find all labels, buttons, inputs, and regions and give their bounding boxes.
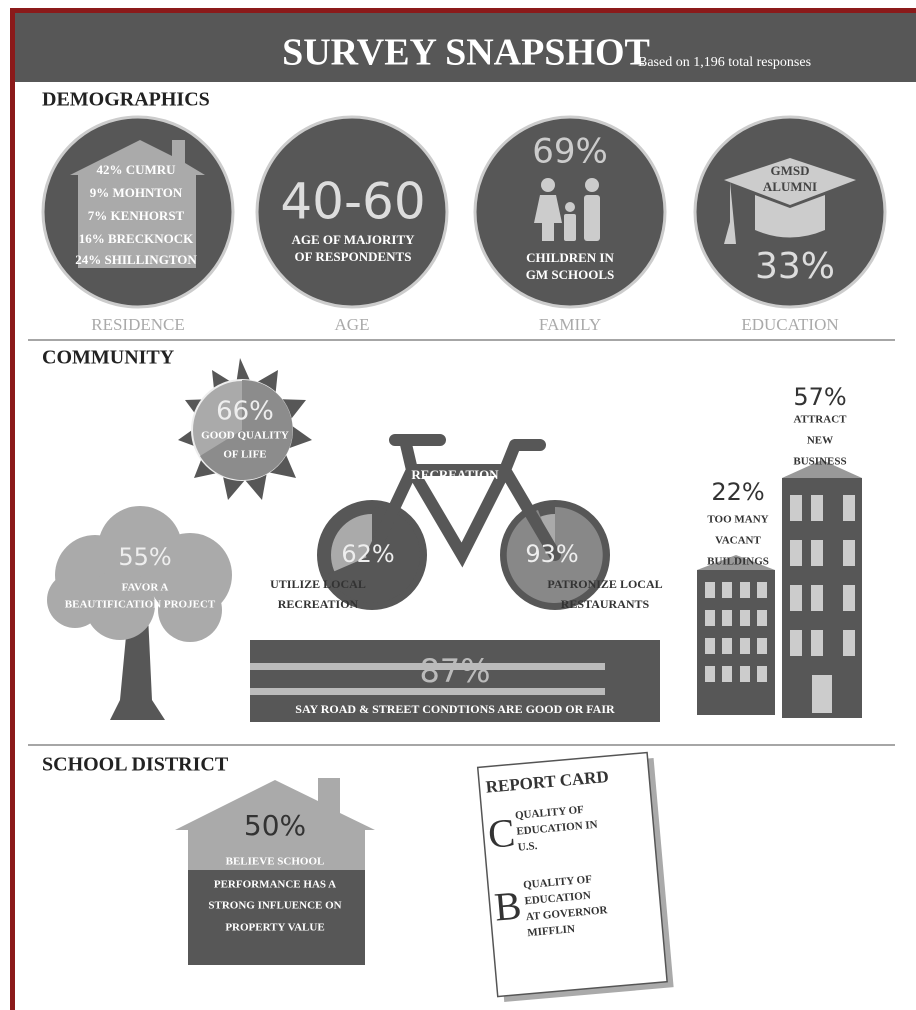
vacant-caption: TOO MANY bbox=[707, 514, 768, 526]
quality-value: 66% bbox=[216, 397, 274, 427]
restaurants-caption: PATRONIZE LOCAL bbox=[547, 577, 662, 591]
family-caption: GM SCHOOLS bbox=[526, 267, 615, 282]
age-value: 40-60 bbox=[280, 173, 425, 231]
quality-caption: GOOD QUALITY bbox=[201, 430, 289, 442]
restaurants-caption: RESTAURANTS bbox=[561, 597, 650, 611]
grade: B bbox=[493, 882, 524, 929]
education-caption: ALUMNI bbox=[763, 179, 817, 194]
education-caption: GMSD bbox=[771, 163, 810, 178]
business-caption: NEW bbox=[807, 435, 833, 447]
title: SURVEY SNAPSHOT bbox=[282, 32, 650, 74]
recreation-value: 62% bbox=[341, 540, 394, 568]
quality-caption: OF LIFE bbox=[223, 449, 266, 461]
property-caption: PROPERTY VALUE bbox=[225, 922, 324, 934]
section-heading: SCHOOL DISTRICT bbox=[42, 754, 229, 776]
property-value: 50% bbox=[244, 809, 306, 842]
beautification-value: 55% bbox=[118, 543, 171, 571]
family-caption: CHILDREN IN bbox=[526, 250, 614, 265]
frame-left bbox=[10, 8, 15, 1010]
business-value: 57% bbox=[793, 383, 846, 411]
recreation-caption: RECREATION bbox=[278, 597, 359, 611]
vacant-caption: BUILDINGS bbox=[707, 556, 769, 568]
circle-label: AGE bbox=[335, 315, 370, 334]
recreation-title: RECREATION bbox=[411, 467, 499, 482]
report-card: REPORT CARD C QUALITY OF EDUCATION IN U.… bbox=[478, 752, 674, 1002]
circle-label: FAMILY bbox=[539, 315, 601, 334]
residence-line: 9% MOHNTON bbox=[90, 185, 183, 200]
tree-crown bbox=[47, 506, 232, 642]
grade-caption: U.S. bbox=[517, 840, 538, 854]
residence-line: 16% BRECKNOCK bbox=[79, 231, 194, 246]
vacant-value: 22% bbox=[711, 478, 764, 506]
age-caption: OF RESPONDENTS bbox=[295, 249, 412, 264]
road-share bbox=[605, 663, 660, 695]
circle-label: EDUCATION bbox=[741, 315, 838, 334]
vacant-caption: VACANT bbox=[715, 535, 761, 547]
roads-caption: SAY ROAD & STREET CONDTIONS ARE GOOD OR … bbox=[295, 702, 615, 716]
education-value: 33% bbox=[755, 246, 835, 287]
circle-label: RESIDENCE bbox=[91, 315, 185, 334]
section-heading: DEMOGRAPHICS bbox=[42, 89, 210, 111]
property-caption: PERFORMANCE HAS A bbox=[214, 879, 336, 891]
property-caption: BELIEVE SCHOOL bbox=[226, 856, 325, 868]
beautification-caption: BEAUTIFICATION PROJECT bbox=[65, 599, 216, 611]
property-caption: STRONG INFLUENCE ON bbox=[208, 900, 341, 912]
roads-value: 87% bbox=[419, 652, 490, 690]
restaurants-value: 93% bbox=[525, 540, 578, 568]
age-caption: AGE OF MAJORITY bbox=[291, 232, 415, 247]
residence-line: 24% SHILLINGTON bbox=[75, 252, 197, 267]
subtitle: Based on 1,196 total responses bbox=[638, 55, 811, 70]
residence-line: 7% KENHORST bbox=[88, 208, 185, 223]
residence-line: 42% CUMRU bbox=[96, 162, 176, 177]
frame-top bbox=[10, 8, 916, 13]
business-caption: ATTRACT bbox=[794, 414, 848, 426]
infographic: SURVEY SNAPSHOT Based on 1,196 total res… bbox=[0, 0, 916, 1010]
business-caption: BUSINESS bbox=[793, 456, 846, 468]
grade: C bbox=[486, 810, 517, 857]
family-value: 69% bbox=[532, 132, 608, 172]
recreation-caption: UTILIZE LOCAL bbox=[270, 577, 366, 591]
beautification-caption: FAVOR A bbox=[122, 582, 169, 594]
section-heading: COMMUNITY bbox=[42, 347, 175, 369]
